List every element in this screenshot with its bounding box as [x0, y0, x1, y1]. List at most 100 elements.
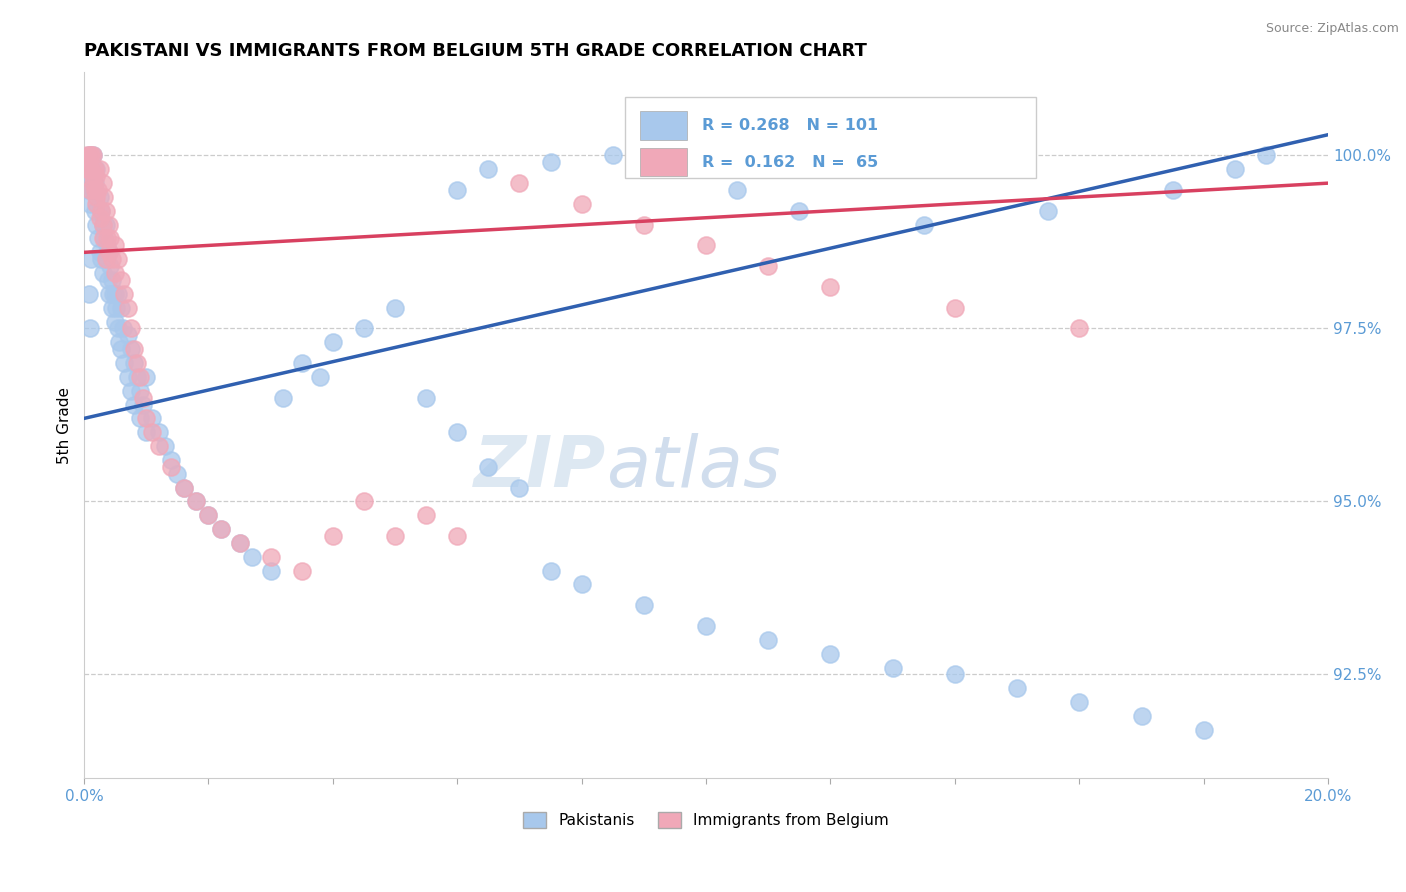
Point	[353, 494, 375, 508]
Point	[1069, 321, 1091, 335]
Legend: Pakistanis, Immigrants from Belgium: Pakistanis, Immigrants from Belgium	[517, 805, 894, 834]
Point	[508, 481, 530, 495]
Point	[1069, 695, 1091, 709]
Point	[77, 286, 100, 301]
Point	[166, 467, 188, 481]
Point	[477, 162, 499, 177]
Point	[141, 425, 163, 440]
Point	[135, 411, 157, 425]
Point	[240, 549, 263, 564]
Point	[540, 155, 562, 169]
Point	[912, 218, 935, 232]
Point	[122, 398, 145, 412]
Point	[1038, 203, 1060, 218]
Point	[571, 197, 593, 211]
Point	[90, 203, 112, 218]
Point	[96, 231, 118, 245]
Point	[112, 286, 135, 301]
Point	[104, 314, 127, 328]
Point	[79, 197, 101, 211]
Point	[173, 481, 195, 495]
Point	[153, 439, 176, 453]
Point	[820, 647, 842, 661]
Point	[77, 148, 100, 162]
Point	[107, 286, 129, 301]
Point	[97, 245, 120, 260]
Text: atlas: atlas	[606, 434, 782, 502]
Point	[602, 148, 624, 162]
Point	[101, 252, 124, 267]
Point	[91, 266, 114, 280]
Point	[103, 286, 125, 301]
Point	[120, 384, 142, 398]
Point	[84, 176, 107, 190]
Point	[135, 370, 157, 384]
Point	[97, 218, 120, 232]
Point	[291, 356, 314, 370]
Point	[415, 391, 437, 405]
Point	[105, 301, 128, 315]
Point	[89, 162, 111, 177]
Point	[89, 245, 111, 260]
Point	[209, 522, 232, 536]
Point	[82, 148, 104, 162]
Point	[82, 148, 104, 162]
Point	[322, 529, 344, 543]
Point	[94, 252, 117, 267]
Point	[82, 176, 104, 190]
Point	[197, 508, 219, 523]
Point	[94, 252, 117, 267]
Text: ZIP: ZIP	[474, 434, 606, 502]
Point	[110, 342, 132, 356]
Text: Source: ZipAtlas.com: Source: ZipAtlas.com	[1265, 22, 1399, 36]
Point	[76, 148, 98, 162]
Point	[291, 564, 314, 578]
Point	[446, 529, 468, 543]
Point	[86, 162, 108, 177]
Point	[789, 203, 811, 218]
Point	[141, 411, 163, 425]
Point	[96, 238, 118, 252]
Point	[117, 328, 139, 343]
Point	[84, 183, 107, 197]
Point	[1161, 183, 1184, 197]
Text: PAKISTANI VS IMMIGRANTS FROM BELGIUM 5TH GRADE CORRELATION CHART: PAKISTANI VS IMMIGRANTS FROM BELGIUM 5TH…	[84, 42, 868, 60]
Point	[695, 619, 717, 633]
Point	[271, 391, 294, 405]
Point	[97, 286, 120, 301]
Text: R =  0.162   N =  65: R = 0.162 N = 65	[703, 154, 879, 169]
Point	[86, 169, 108, 184]
Point	[91, 176, 114, 190]
Point	[1192, 723, 1215, 737]
FancyBboxPatch shape	[626, 97, 1036, 178]
Point	[77, 162, 100, 177]
Point	[353, 321, 375, 335]
Point	[125, 356, 148, 370]
Point	[309, 370, 332, 384]
Point	[1223, 162, 1246, 177]
Point	[98, 231, 121, 245]
Point	[664, 162, 686, 177]
Point	[76, 162, 98, 177]
Point	[184, 494, 207, 508]
Point	[129, 384, 152, 398]
Point	[107, 252, 129, 267]
Point	[91, 218, 114, 232]
Point	[91, 218, 114, 232]
Point	[446, 425, 468, 440]
Point	[83, 162, 105, 177]
Point	[540, 564, 562, 578]
Point	[89, 211, 111, 225]
Point	[79, 169, 101, 184]
Point	[86, 231, 108, 245]
Point	[98, 259, 121, 273]
Point	[322, 335, 344, 350]
Point	[477, 459, 499, 474]
Point	[148, 439, 170, 453]
Point	[1005, 681, 1028, 696]
Bar	[640, 112, 688, 140]
Point	[104, 286, 127, 301]
Point	[108, 335, 131, 350]
Point	[93, 190, 115, 204]
Point	[97, 273, 120, 287]
